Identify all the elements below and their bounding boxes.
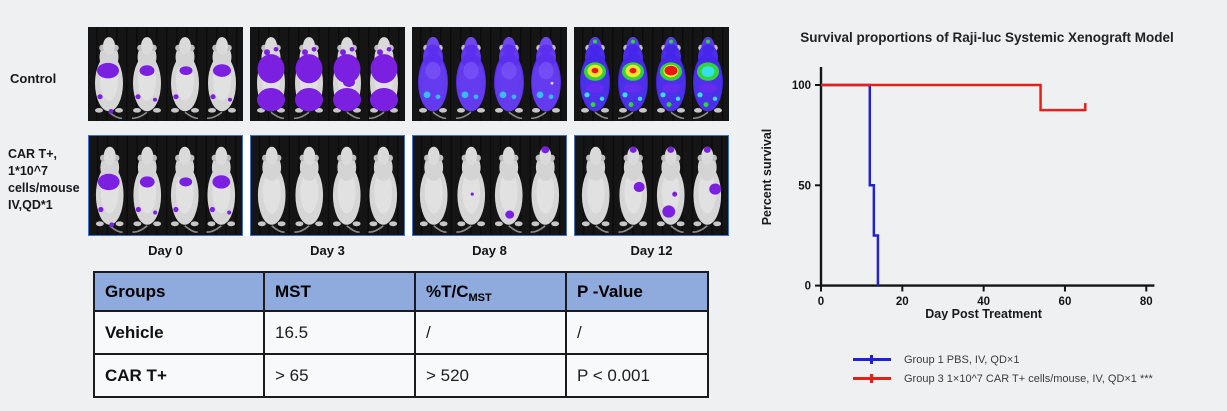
col-header-tc-mst: %T/CMST <box>414 271 567 312</box>
svg-text:50: 50 <box>798 180 811 192</box>
legend-entry-group3: Group 3 1×10^7 CAR T+ cells/mouse, IV, Q… <box>853 369 1153 388</box>
chart-title: Survival proportions of Raji-luc Systemi… <box>800 30 1174 45</box>
mouse-panel-canvas <box>412 27 567 121</box>
col-header-groups: Groups <box>93 271 265 312</box>
cell-vehicle-mst: 16.5 <box>263 310 416 355</box>
day-label-8: Day 8 <box>472 243 507 258</box>
mouse-panel-canvas <box>251 136 404 235</box>
svg-text:100: 100 <box>792 80 811 92</box>
imaging-panel-control-day0 <box>88 27 243 121</box>
mouse-panel-canvas <box>575 136 728 235</box>
treated-imaging-strip <box>88 135 729 236</box>
cell-cart-pvalue: P < 0.001 <box>565 353 709 398</box>
legend-entry-group1: Group 1 PBS, IV, QD×1 <box>853 350 1153 369</box>
svg-text:80: 80 <box>1140 296 1153 308</box>
treated-group-label-line1: CAR T+, <box>8 147 57 161</box>
treated-group-label-line4: IV,QD*1 <box>8 198 53 212</box>
treated-group-label: CAR T+, 1*10^7 cells/mouse IV,QD*1 <box>8 146 80 214</box>
y-axis-ticks: 0 50 100 <box>792 80 821 293</box>
svg-text:40: 40 <box>977 296 990 308</box>
table-row-vehicle: Vehicle 16.5 / / <box>93 310 709 355</box>
imaging-panel-treated-day12 <box>574 135 729 236</box>
tc-mst-subscript: MST <box>468 291 492 304</box>
legend-label-group3: Group 3 1×10^7 CAR T+ cells/mouse, IV, Q… <box>904 372 1153 385</box>
imaging-panel-treated-day3 <box>250 135 405 236</box>
mouse-panel-canvas <box>413 136 566 235</box>
mouse-panel-canvas <box>89 136 242 235</box>
cell-cart-tc: > 520 <box>414 353 567 398</box>
series-line-0 <box>821 83 880 286</box>
y-axis-label: Percent survival <box>760 129 774 226</box>
survival-plot: 0 20 40 60 80 0 50 100 Day Post Treatment Percent… <box>760 67 1155 320</box>
imaging-panel-control-day8 <box>412 27 567 121</box>
col-header-p-value: P -Value <box>565 271 709 312</box>
cell-vehicle-group: Vehicle <box>93 310 265 355</box>
mouse-panel-canvas <box>574 27 729 121</box>
imaging-panel-treated-day0 <box>88 135 243 236</box>
series-line-1 <box>821 83 1086 112</box>
legend-censor-tick-red <box>870 374 873 383</box>
day-label-3: Day 3 <box>310 243 345 258</box>
control-imaging-strip <box>88 27 729 121</box>
cell-vehicle-pvalue: / <box>565 310 709 355</box>
day-label-0: Day 0 <box>148 243 183 258</box>
legend-label-group1: Group 1 PBS, IV, QD×1 <box>904 353 1020 366</box>
imaging-panel-control-day12 <box>574 27 729 121</box>
control-group-label: Control <box>10 71 57 86</box>
treated-group-label-line2: 1*10^7 <box>8 164 48 178</box>
x-axis-ticks: 0 20 40 60 80 <box>818 285 1153 308</box>
svg-text:60: 60 <box>1059 296 1072 308</box>
imaging-panel-treated-day8 <box>412 135 567 236</box>
svg-text:20: 20 <box>896 296 909 308</box>
treated-group-label-line3: cells/mouse <box>8 181 80 195</box>
col-header-mst: MST <box>263 271 416 312</box>
svg-text:0: 0 <box>805 281 811 293</box>
cell-cart-mst: > 65 <box>263 353 416 398</box>
axes <box>819 67 1155 287</box>
mouse-panel-canvas <box>250 27 405 121</box>
day-label-12: Day 12 <box>630 243 673 258</box>
imaging-panel-control-day3 <box>250 27 405 121</box>
legend-censor-tick-blue <box>870 355 873 364</box>
svg-text:0: 0 <box>818 296 824 308</box>
cell-vehicle-tc: / <box>414 310 567 355</box>
legend-line-blue <box>853 355 891 364</box>
table-row-cart: CAR T+ > 65 > 520 P < 0.001 <box>93 353 709 398</box>
results-table: Groups MST %T/CMST P -Value Vehicle 16.5… <box>93 271 709 398</box>
mouse-panel-canvas <box>88 27 243 121</box>
x-axis-label: Day Post Treatment <box>925 307 1043 320</box>
table-header-row: Groups MST %T/CMST P -Value <box>93 271 709 312</box>
cell-cart-group: CAR T+ <box>93 353 265 398</box>
legend-line-red <box>853 374 891 383</box>
chart-legend: Group 1 PBS, IV, QD×1 Group 3 1×10^7 CAR… <box>853 350 1153 388</box>
